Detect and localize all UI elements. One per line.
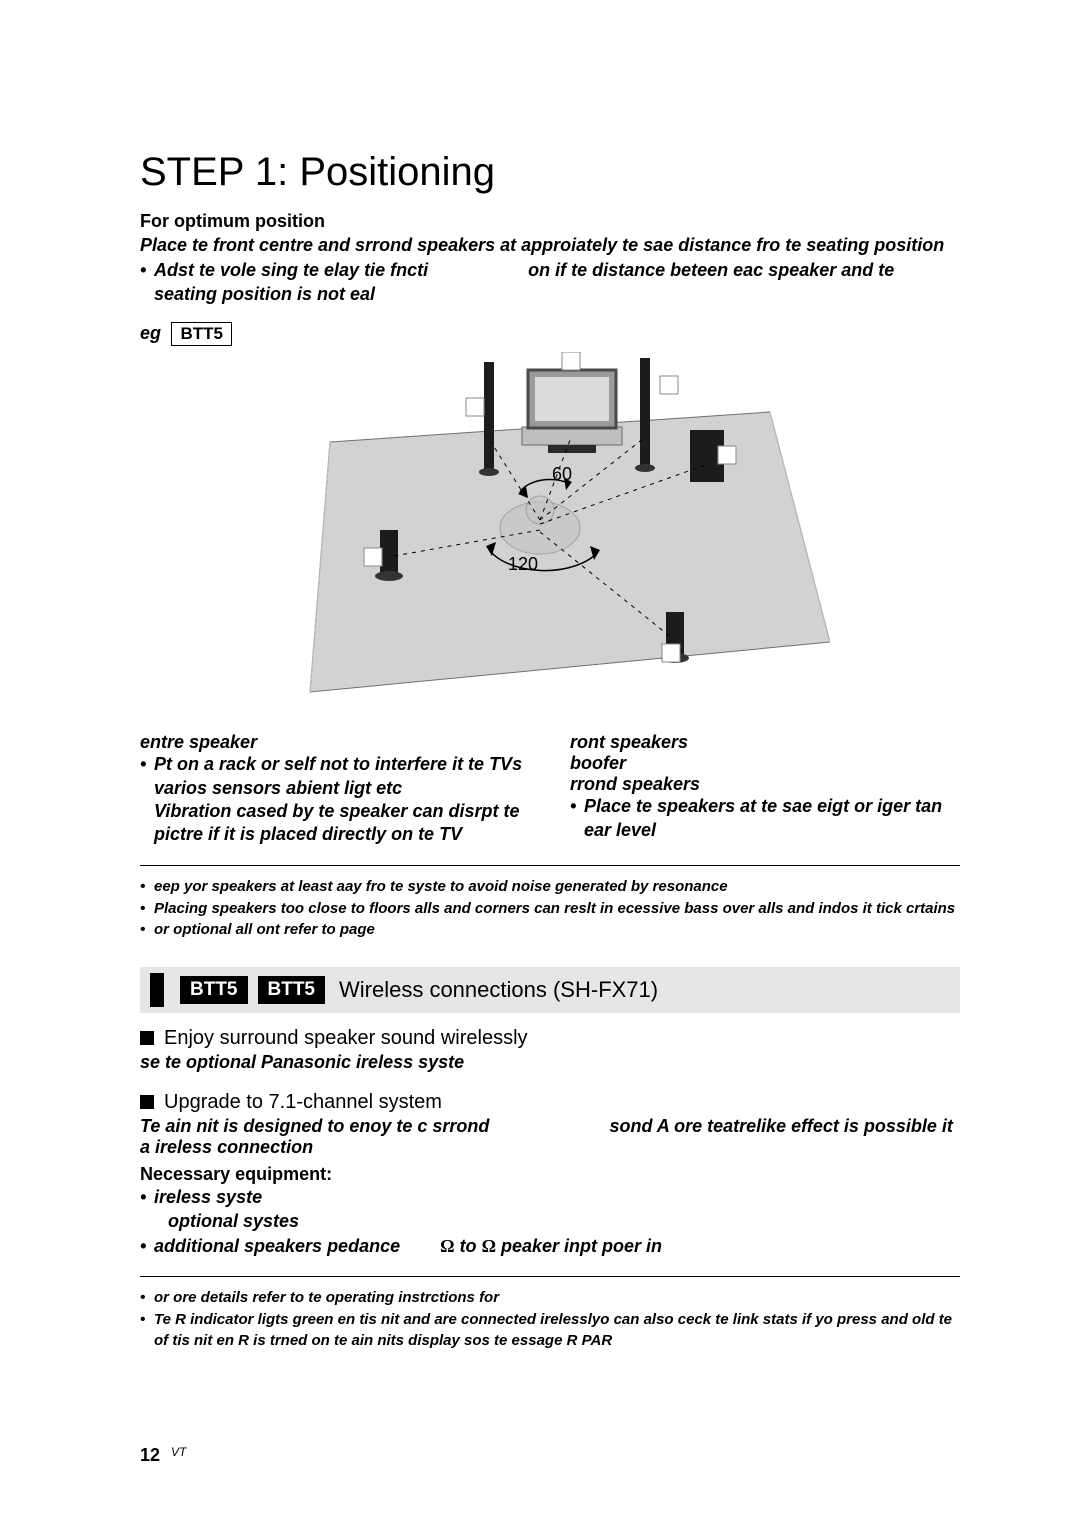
feature-row: Enjoy surround speaker sound wirelessly [140,1027,960,1050]
bullet-dot-icon [140,1287,154,1309]
equipment-2-a: additional speakers pedance [154,1236,400,1256]
left-bullet-2: Vibration cased by te speaker can disrpt… [154,800,530,847]
left-bullet-1: Pt on a rack or self not to interfere it… [154,753,530,800]
note-1: eep yor speakers at least aay fro te sys… [154,876,728,898]
page-number: 12 [140,1445,160,1465]
square-bullet-icon [140,1031,154,1045]
wireless-section-header: BTT5 BTT5 Wireless connections (SH-FX71) [140,967,960,1013]
feature-2-title: Upgrade to 7.1-channel system [164,1091,442,1114]
right-bullet-1: Place te speakers at te sae eigt or iger… [584,795,960,842]
equipment-2-b: to [460,1236,482,1256]
surround-speakers-label: rrond speakers [570,774,960,795]
vt-label: VT [171,1445,186,1459]
necessary-equipment-title: Necessary equipment: [140,1164,960,1185]
section-accent [150,973,164,1007]
bullet-dot-icon [140,1234,154,1258]
model-badge-dark: BTT5 [180,976,248,1004]
bullet-dot-icon [140,876,154,898]
centre-speaker-label: entre speaker [140,732,530,753]
opt-bullet-a: Adst te vole sing te elay tie fncti [154,260,428,280]
wireless-title: Wireless connections (SH-FX71) [339,977,658,1003]
bullet-dot-icon [140,258,154,307]
page-footer: 12 VT [140,1445,186,1466]
ohm-symbol: Ω [440,1236,454,1256]
equipment-1: ireless syste [154,1185,262,1209]
equipment-2-c: peaker inpt poer in [501,1236,662,1256]
bullet-dot-icon [140,1309,154,1353]
optimum-title: For optimum position [140,209,960,233]
equipment-1-sub: optional systes [140,1209,960,1233]
eg-row: eg BTT5 [140,322,960,346]
divider [140,1276,960,1277]
speaker-layout-diagram: 60 120 [270,352,830,722]
model-badge: BTT5 [171,322,232,346]
page-title: STEP 1: Positioning [140,150,960,195]
optimum-intro: Place te front centre and srrond speaker… [140,233,960,257]
subwoofer-label: boofer [570,753,960,774]
square-bullet-icon [140,1095,154,1109]
feature-2-sub: Te ain nit is designed to enoy te c srro… [140,1116,960,1158]
feature-row: Upgrade to 7.1-channel system [140,1091,960,1114]
divider [140,865,960,866]
bullet-dot-icon [140,1185,154,1209]
eg-label: eg [140,323,161,344]
feature-1-title: Enjoy surround speaker sound wirelessly [164,1027,528,1050]
footnote-2: Te R indicator ligts green en tis nit an… [154,1309,960,1353]
note-3: or optional all ont refer to page [154,919,375,941]
bullet-dot-icon [140,753,154,800]
note-2: Placing speakers too close to floors all… [154,898,955,920]
optimum-bullet: Adst te vole sing te elay tie fncti on i… [140,258,960,307]
svg-text:120: 120 [508,554,538,574]
bullet-dot-icon [570,795,584,842]
bullet-dot-icon [140,919,154,941]
front-speakers-label: ront speakers [570,732,960,753]
feature-1-sub: se te optional Panasonic ireless syste [140,1052,960,1073]
feature-2-sub-a: Te ain nit is designed to enoy te c srro… [140,1116,489,1136]
bullet-dot-icon [140,898,154,920]
model-badge-dark: BTT5 [258,976,326,1004]
footnote-1: or ore details refer to te operating ins… [154,1287,499,1309]
speaker-notes: entre speaker Pt on a rack or self not t… [140,732,960,847]
svg-text:60: 60 [552,464,572,484]
ohm-symbol: Ω [482,1236,496,1256]
